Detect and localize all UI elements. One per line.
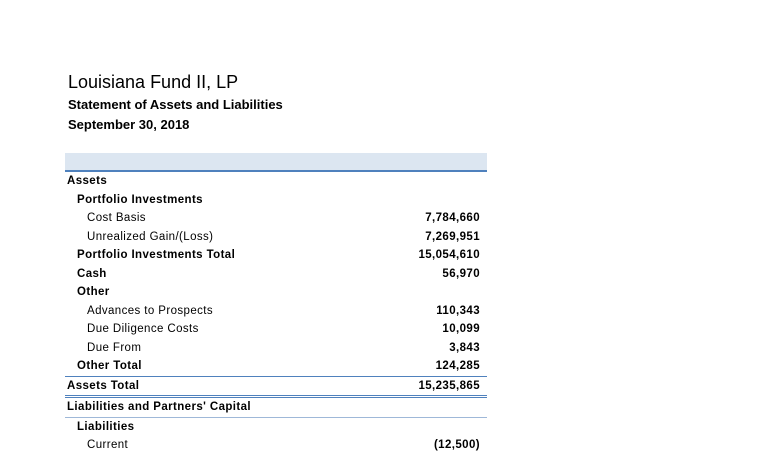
row-label: Cost Basis: [87, 212, 146, 224]
row-label: Due From: [87, 341, 142, 354]
row-value: 56,970: [442, 267, 480, 280]
row-value: 15,235,865: [418, 379, 480, 392]
row-value: 7,269,951: [425, 230, 480, 243]
row-value: 7,784,660: [425, 212, 480, 224]
row-label: Unrealized Gain/(Loss): [87, 230, 214, 243]
row-label: Other Total: [77, 360, 142, 372]
table-row-liabilities-and-partners-capital: Liabilities and Partners' Capital: [65, 398, 487, 418]
table-row-portfolio-investments-total: Portfolio Investments Total 15,054,610: [65, 246, 487, 265]
table-row-cash: Cash 56,970: [65, 265, 487, 284]
row-label: Advances to Prospects: [87, 304, 214, 317]
row-label: Liabilities: [77, 420, 135, 433]
row-value: 10,099: [442, 323, 480, 335]
table-row-assets: Assets: [65, 172, 487, 191]
row-label: Assets Total: [67, 379, 140, 392]
table-row-other-total: Other Total 124,285: [65, 357, 487, 376]
table-row-cost-basis: Cost Basis 7,784,660: [65, 209, 487, 228]
table-row-assets-total: Assets Total 15,235,865: [65, 375, 487, 398]
table-row-unrealized-gain: Unrealized Gain/(Loss) 7,269,951: [65, 228, 487, 247]
row-value: 124,285: [435, 360, 480, 372]
row-value: 110,343: [436, 304, 480, 317]
table-row-liabilities: Liabilities: [65, 418, 487, 437]
row-value: (12,500): [433, 439, 480, 451]
table-row-advances-to-prospects: Advances to Prospects 110,343: [65, 302, 487, 321]
statement-date: September 30, 2018: [68, 117, 190, 132]
row-label: Assets: [67, 175, 108, 187]
row-value: 15,054,610: [418, 249, 480, 261]
row-label: Cash: [77, 267, 107, 280]
row-label: Portfolio Investments Total: [77, 249, 236, 261]
fund-title: Louisiana Fund II, LP: [68, 72, 239, 92]
table-row-due-diligence-costs: Due Diligence Costs 10,099: [65, 320, 487, 339]
table-row-due-from: Due From 3,843: [65, 339, 487, 358]
row-label: Other: [77, 286, 110, 298]
table-row-other: Other: [65, 283, 487, 302]
table-header-band: [65, 153, 487, 172]
row-label: Liabilities and Partners' Capital: [67, 401, 252, 413]
table-row-portfolio-investments: Portfolio Investments: [65, 191, 487, 210]
statement-title: Statement of Assets and Liabilities: [68, 97, 283, 112]
statement-table: Assets Portfolio Investments Cost Basis …: [65, 153, 487, 455]
table-row-current: Current (12,500): [65, 436, 487, 455]
row-value: 3,843: [449, 341, 480, 354]
row-label: Current: [87, 439, 129, 451]
row-label: Due Diligence Costs: [87, 323, 199, 335]
row-label: Portfolio Investments: [77, 193, 203, 206]
